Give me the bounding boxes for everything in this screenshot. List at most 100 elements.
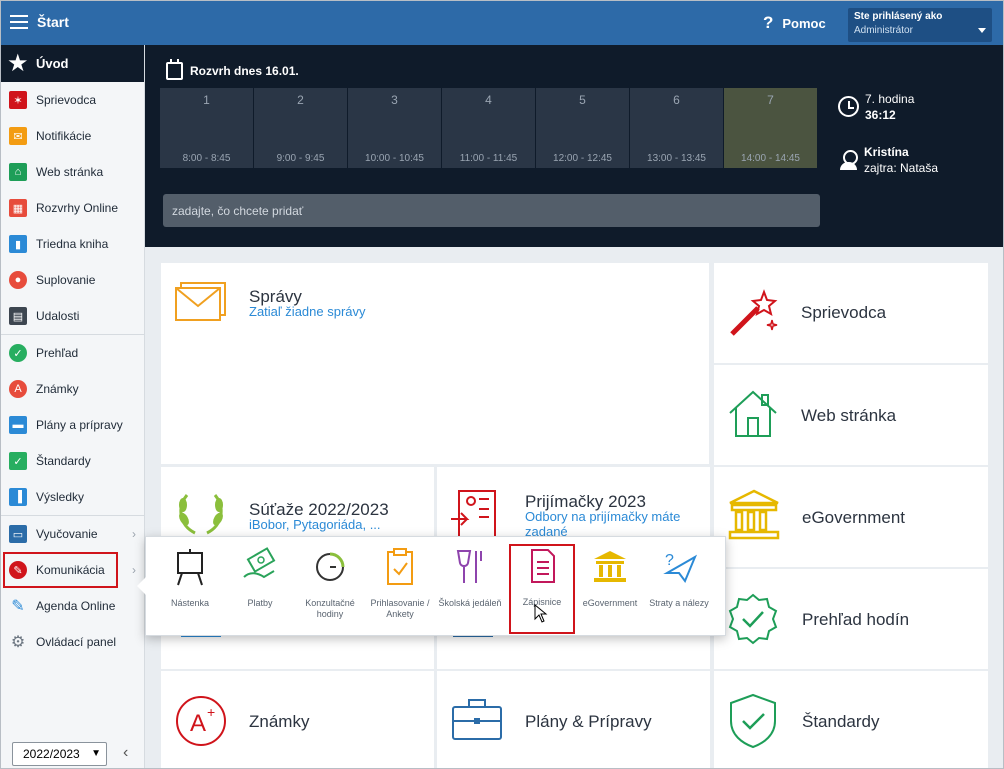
tile-standardy-label: Štandardy	[802, 712, 880, 731]
period-cell[interactable]: 4 11:00 - 11:45	[442, 88, 535, 168]
tile-prijimacky-sub[interactable]: Odbory na prijímačky máte zadané	[525, 509, 681, 539]
sidebar-item-web-stranka[interactable]: ⌂ Web stránka	[1, 154, 144, 190]
sidebar-item-label: Rozvrhy Online	[36, 201, 119, 215]
periods-row: 1 8:00 - 8:45 2 9:00 - 9:45 3 10:00 - 10:45 4 1…	[160, 88, 817, 168]
application-form-icon	[451, 490, 496, 538]
sidebar-item-label: Prehľad	[36, 346, 79, 360]
tile-egovernment-label: eGovernment	[802, 508, 905, 527]
chevron-right-icon: ›	[132, 527, 136, 541]
calendar-icon	[166, 59, 183, 80]
school-year-value: 2022/2023	[23, 747, 80, 761]
paper-plane-question-icon: ?	[663, 552, 698, 583]
briefcase-icon	[452, 699, 502, 740]
tile-sutaze-sub[interactable]: iBobor, Pytagoriáda, ...	[249, 517, 381, 532]
sidebar-item-plany-a-pripravy[interactable]: ▬ Plány a prípravy	[1, 407, 144, 443]
schedule-title-text: Rozvrh dnes 16.01.	[190, 64, 299, 78]
period-cell[interactable]: 6 13:00 - 13:45	[630, 88, 723, 168]
check-circle-icon: ✓	[9, 344, 27, 362]
calendar-grid-icon: ▦	[9, 199, 27, 217]
sidebar-item-label: Suplovanie	[36, 273, 96, 287]
school-year-select[interactable]: 2022/2023 ▼	[12, 742, 107, 766]
quick-add-placeholder: zadajte, čo chcete pridať	[172, 203, 304, 218]
quick-add-input[interactable]: zadajte, čo chcete pridať	[163, 194, 820, 227]
magic-wand-icon: ✶	[9, 91, 27, 109]
sidebar-item-udalosti[interactable]: ▤ Udalosti	[1, 298, 144, 334]
collapse-sidebar-icon[interactable]: ‹	[123, 744, 129, 761]
sidebar-item-triedna-kniha[interactable]: ▮ Triedna kniha	[1, 226, 144, 262]
sidebar-item-uvod[interactable]: ★ Úvod	[1, 45, 144, 82]
mouse-cursor-icon	[534, 604, 548, 623]
tile-znamky-label: Známky	[249, 712, 310, 731]
open-book-icon: ▭	[9, 525, 27, 543]
tile-spravy-sub[interactable]: Zatiaľ žiadne správy	[249, 304, 366, 319]
user-menu-caption: Ste prihlásený ako	[854, 11, 943, 22]
sidebar-item-prehlad[interactable]: ✓ Prehľad	[1, 335, 144, 371]
sidebar-item-label: Sprievodca	[36, 93, 97, 107]
submenu-platby[interactable]: Platby	[227, 547, 293, 609]
period-number: 7	[767, 93, 774, 107]
tile-sprievodca[interactable]: Sprievodca	[714, 263, 988, 363]
period-cell[interactable]: 5 12:00 - 12:45	[536, 88, 629, 168]
period-cell[interactable]: 1 8:00 - 8:45	[160, 88, 253, 168]
government-building-icon	[728, 489, 780, 540]
user-menu[interactable]: Ste prihlásený ako Administrátor	[848, 8, 992, 42]
sidebar-item-label: Plány a prípravy	[36, 418, 123, 432]
period-number: 1	[203, 93, 210, 107]
tile-plany-label: Plány & Prípravy	[525, 712, 652, 731]
submenu-label: Platby	[247, 598, 273, 608]
sidebar-item-vysledky[interactable]: ▐ Výsledky	[1, 479, 144, 515]
duty-teacher-tomorrow: zajtra: Nataša	[864, 161, 939, 175]
sidebar-divider	[1, 334, 144, 335]
tile-spravy[interactable]: Správy Zatiaľ žiadne správy	[161, 263, 709, 464]
question-mark-icon: ?	[763, 13, 774, 32]
tile-plany[interactable]: Plány & Prípravy	[437, 671, 710, 768]
period-cell-current[interactable]: 7 14:00 - 14:45	[724, 88, 817, 168]
house-icon	[729, 390, 777, 437]
shield-check-icon: ✓	[9, 452, 27, 470]
tile-znamky[interactable]: A + Známky	[161, 671, 434, 768]
tile-prehlad-hodin-label: Prehľad hodín	[802, 610, 910, 629]
sidebar-item-ovladaci-panel[interactable]: ⚙ Ovládací panel	[1, 624, 144, 660]
tile-prehlad-hodin[interactable]: Prehľad hodín	[714, 569, 988, 669]
sidebar-item-label: Udalosti	[36, 309, 80, 323]
sidebar-item-notifikacie[interactable]: ✉ Notifikácie	[1, 118, 144, 154]
sidebar-item-komunikacia[interactable]: ✎ Komunikácia ›	[3, 552, 136, 588]
grade-a-plus-icon: A +	[176, 696, 226, 746]
submenu-prihlasovanie-ankety[interactable]: Prihlasovanie / Ankety	[367, 547, 433, 620]
sidebar-item-sprievodca[interactable]: ✶ Sprievodca	[1, 82, 144, 118]
submenu-zapisnice[interactable]: Zápisnice	[509, 544, 575, 634]
sidebar-item-standardy[interactable]: ✓ Štandardy	[1, 443, 144, 479]
person-swap-icon: ●	[9, 271, 27, 289]
submenu-straty-a-nalezy[interactable]: ? Straty a nálezy	[646, 547, 712, 609]
submenu-egovernment[interactable]: eGovernment	[577, 547, 643, 609]
sidebar-item-label: Štandardy	[36, 454, 91, 468]
submenu-nastenka[interactable]: Nástenka	[157, 547, 223, 609]
gear-icon: ⚙	[10, 634, 26, 651]
tile-standardy[interactable]: Štandardy	[714, 671, 988, 768]
chevron-down-icon	[978, 28, 986, 33]
sidebar-item-znamky[interactable]: A Známky	[1, 371, 144, 407]
tile-web[interactable]: Web stránka	[714, 365, 988, 465]
sidebar-item-suplovanie[interactable]: ● Suplovanie	[1, 262, 144, 298]
hamburger-menu-icon[interactable]	[10, 15, 28, 29]
tile-egovernment[interactable]: eGovernment	[714, 467, 988, 567]
schedule-panel: Rozvrh dnes 16.01. 1 8:00 - 8:45 2 9:00 - 9…	[145, 45, 1003, 247]
sidebar-item-vyucovanie[interactable]: ▭ Vyučovanie ›	[1, 516, 144, 552]
shield-check-icon	[730, 693, 776, 749]
sidebar-item-rozvrhy-online[interactable]: ▦ Rozvrhy Online	[1, 190, 144, 226]
period-cell[interactable]: 2 9:00 - 9:45	[254, 88, 347, 168]
period-cell[interactable]: 3 10:00 - 10:45	[348, 88, 441, 168]
sidebar-item-agenda-online[interactable]: ✎ Agenda Online	[1, 588, 144, 624]
current-hour-remaining: 36:12	[865, 108, 896, 122]
help-label: Pomoc	[782, 15, 826, 31]
submenu-label: Školská jedáleň	[438, 598, 502, 608]
sidebar-item-label: Ovládací panel	[36, 635, 117, 649]
help-link[interactable]: ? Pomoc	[763, 13, 826, 33]
period-time: 11:00 - 11:45	[459, 153, 518, 164]
submenu-konzultacne-hodiny[interactable]: Konzultačné hodiny	[297, 547, 363, 620]
sidebar-item-label: Vyučovanie	[36, 527, 98, 541]
submenu-skolska-jedalen[interactable]: Školská jedáleň	[437, 547, 503, 609]
chat-icon: ✎	[9, 561, 27, 579]
sidebar-item-label: Komunikácia	[36, 563, 105, 577]
